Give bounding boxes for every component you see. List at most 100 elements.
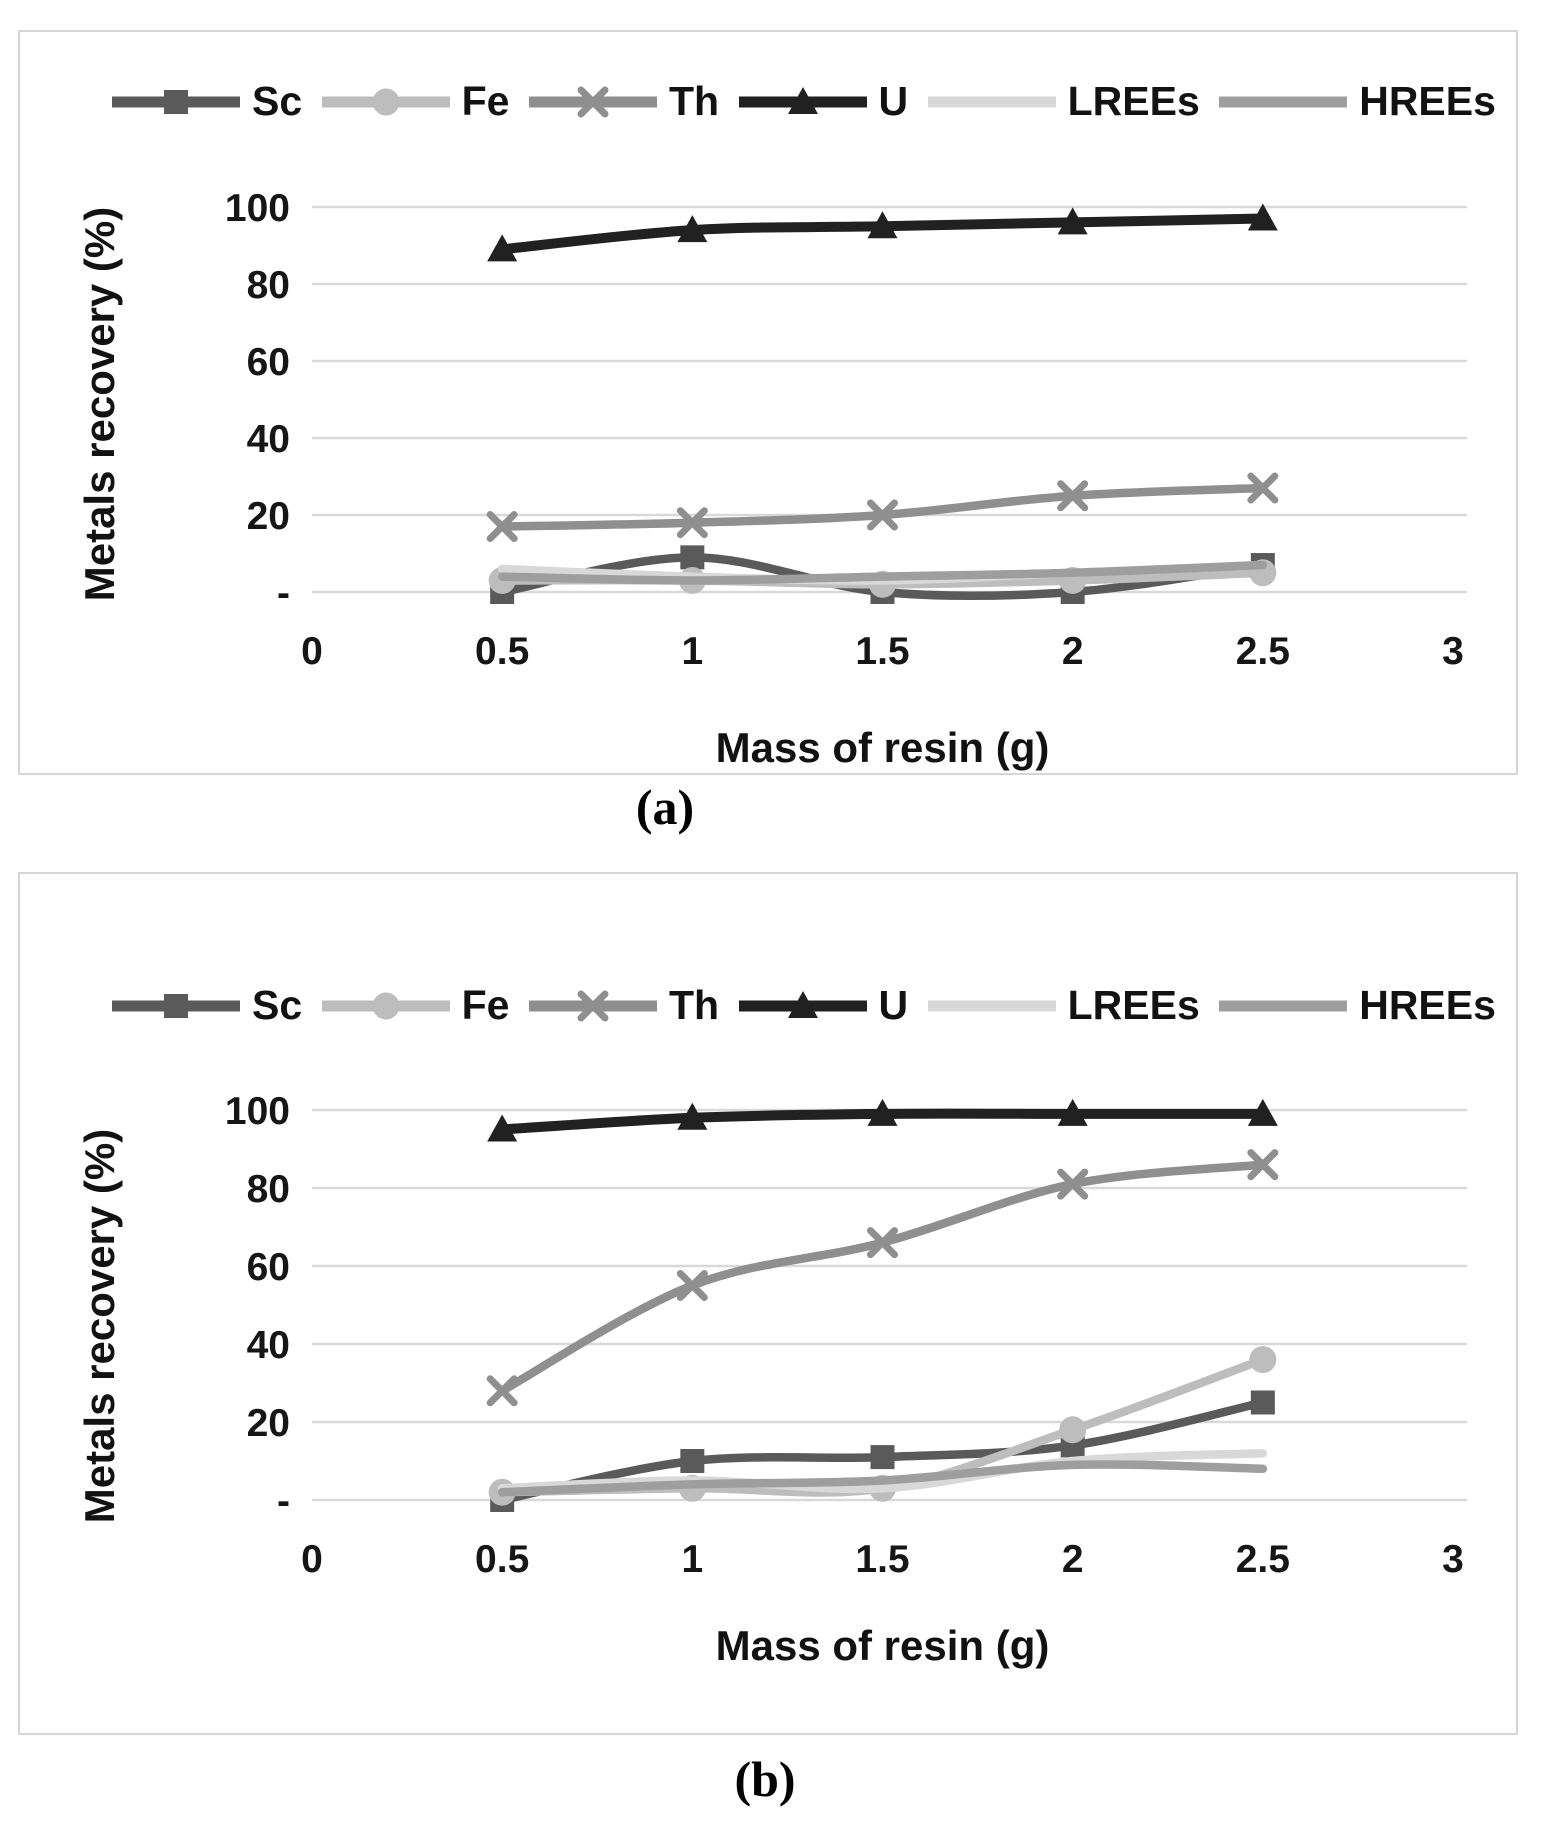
plot-area: - 20 40 60 80 100 0 0.5 1 1.5 2 2.5 3 [225,187,1467,673]
series-th [486,472,1279,543]
legend-marker-th [577,86,609,117]
series-line-th [497,1160,1268,1396]
marker-fe [1249,1346,1277,1374]
y-tick-label: 80 [247,1168,290,1211]
legend-marker-th [577,990,609,1021]
legend-item-sc: Sc [110,982,302,1029]
legend-label-th: Th [668,78,720,124]
marker-fe [1059,1416,1087,1444]
legend-swatch-sc-square-icon [112,89,240,114]
chart-panel-a: Sc Fe Th U LREEs HREEs Metals recovery (%) -2… [18,30,1518,775]
legend-item-u: U [737,982,909,1029]
marker-sc [680,545,705,570]
legend-swatch-lrees-line-icon [927,96,1056,107]
y-tick-label: 40 [247,418,290,461]
gridlines [312,1108,1467,1502]
legend-label-hrees: HREEs [1359,982,1496,1028]
legend-swatch-th-x-icon [528,86,657,117]
legend-label-u: U [878,982,909,1028]
legend-swatch-u-triangle-icon [738,990,867,1018]
legend-swatch-sc-square-icon [112,993,240,1018]
x-tick-label: 0.5 [475,1538,529,1581]
marker-u [677,1102,708,1130]
figure-caption-a: (a) [635,779,695,835]
x-tick-label: 2.5 [1236,630,1290,673]
legend-swatch-hrees-line-icon [1219,1000,1348,1011]
series-u [487,203,1278,262]
y-tick-label: - [277,572,290,615]
y-tick-label: 100 [225,1090,290,1133]
marker-th [867,1227,898,1259]
series-line-hrees [497,1460,1268,1497]
legend-label-sc: Sc [252,982,303,1028]
marker-th [1057,1168,1089,1200]
marker-u [1247,203,1278,231]
legend-item-hrees: HREEs [1217,78,1496,125]
legend-swatch-u-triangle-icon [738,86,867,114]
marker-th [1247,1149,1279,1181]
legend-marker-sc [164,89,188,114]
marker-u [867,1098,898,1126]
x-tick-label: 0 [301,1538,323,1581]
x-tick-label: 0 [301,630,323,673]
marker-th [676,1270,708,1301]
series-line-lrees [497,1448,1268,1494]
gridlines [312,205,1467,594]
series-line-hrees [497,560,1268,585]
y-tick-label: 80 [247,264,290,307]
marker-th [486,511,518,543]
marker-sc [1250,1390,1275,1415]
legend-label-th: Th [668,982,720,1028]
y-tick-label: 60 [247,1246,290,1289]
legend-item-th: Th [527,78,719,125]
legend-marker-sc [164,993,188,1018]
legend-marker-u [787,86,818,114]
x-tick-label: 2.5 [1236,1538,1290,1581]
legend-swatch-th-x-icon [528,990,657,1021]
x-axis-title: Mass of resin (g) [715,724,1050,771]
legend-label-lrees: LREEs [1067,982,1200,1028]
marker-th [676,507,708,539]
x-tick-label: 2 [1062,1538,1084,1581]
legend-label-fe: Fe [461,982,510,1028]
legend-swatch-lrees-line-icon [927,1000,1056,1011]
marker-u [1057,1098,1088,1126]
y-tick-label: 20 [247,495,290,538]
legend-swatch-fe-circle-icon [321,992,450,1019]
marker-th [486,1375,518,1407]
legend-item-u: U [737,78,909,125]
series-u [487,1098,1278,1142]
x-tick-label: 1.5 [855,1538,909,1581]
marker-u [487,1114,518,1142]
legend-item-lrees: LREEs [926,982,1200,1029]
series-hrees [497,1460,1268,1497]
y-tick-label: 40 [247,1324,290,1367]
marker-th [867,499,898,531]
marker-th [1247,472,1279,504]
legend-item-fe: Fe [320,982,510,1029]
marker-u [487,234,518,262]
legend-marker-u [787,990,818,1018]
x-tick-label: 1.5 [855,630,909,673]
legend-swatch-fe-circle-icon [321,88,450,115]
marker-u [677,215,708,243]
chart-panel-b: Sc Fe Th U LREEs HREEs Metals recovery (%) -2… [18,872,1518,1735]
series-th [486,1149,1279,1407]
x-tick-label: 0.5 [475,630,529,673]
x-tick-label: 3 [1442,630,1464,673]
y-tick-label: 60 [247,341,290,384]
legend-item-th: Th [527,982,719,1029]
legend-item-hrees: HREEs [1217,982,1496,1029]
series-lrees [497,1448,1268,1494]
x-tick-label: 3 [1442,1538,1464,1581]
x-tick-label: 1 [681,1538,703,1581]
legend-label-sc: Sc [252,78,303,124]
plot-area: - 20 40 60 80 100 0 0.5 1 1.5 2 2.5 3 [225,1090,1467,1581]
legend-item-sc: Sc [110,78,302,125]
legend-marker-fe [372,992,400,1019]
figure-caption-b: (b) [734,1751,796,1807]
legend: Sc Fe Th U LREEs HREEs [110,982,1496,1029]
marker-sc [680,1449,705,1473]
legend-label-u: U [878,78,909,124]
legend: Sc Fe Th U LREEs HREEs [110,78,1496,125]
